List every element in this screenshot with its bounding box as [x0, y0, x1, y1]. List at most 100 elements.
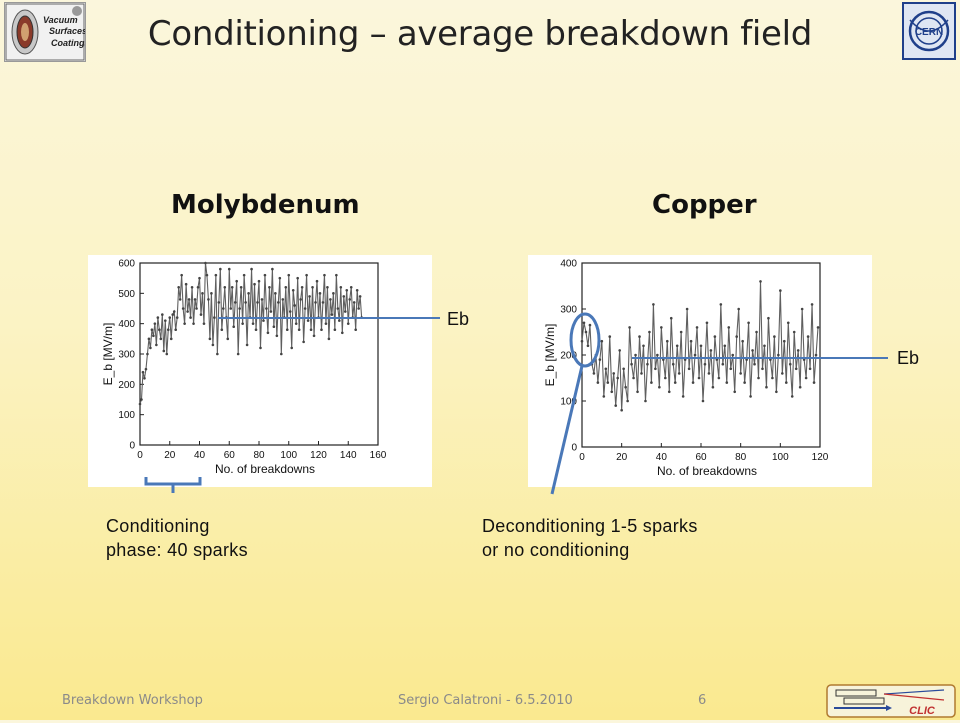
- deconditioning-note-line-2: or no conditioning: [482, 540, 630, 560]
- molybdenum-data-point: [161, 313, 164, 316]
- copper-data-point: [739, 372, 742, 375]
- copper-data-point: [775, 390, 778, 394]
- molybdenum-data-point: [153, 322, 157, 325]
- molybdenum-y-tick-label: 500: [118, 289, 135, 300]
- molybdenum-data-point: [326, 285, 329, 289]
- copper-x-tick-label: 40: [656, 452, 668, 463]
- cern-logo-graphic: CERN: [902, 2, 956, 60]
- cern-logo: CERN: [902, 2, 956, 60]
- molybdenum-data-point: [168, 316, 172, 319]
- copper-data-point: [784, 381, 788, 384]
- copper-data-point: [781, 372, 784, 375]
- molybdenum-y-axis-label: E_b [MV/m]: [101, 323, 115, 386]
- copper-data-point: [802, 358, 806, 361]
- copper-data-point: [656, 353, 659, 357]
- copper-data-point: [769, 358, 772, 361]
- molybdenum-data-point: [178, 298, 182, 301]
- copper-data-point: [669, 316, 673, 320]
- copper-data-point: [798, 385, 802, 389]
- molybdenum-data-point: [280, 352, 283, 356]
- copper-data-point: [592, 372, 596, 375]
- molybdenum-data-point: [189, 316, 192, 319]
- copper-data-point: [667, 390, 671, 394]
- copper-data-point: [616, 376, 619, 380]
- copper-data-point: [755, 330, 758, 334]
- copper-chart-panel: 0 20 40 60 80 100 120 0 100 200 300 400 No. of break…: [528, 255, 872, 487]
- molybdenum-data-point: [193, 298, 197, 301]
- copper-data-point: [664, 376, 667, 380]
- molybdenum-data-point: [285, 328, 289, 332]
- molybdenum-chart: 0 20 40 60 80 100 120 140 160 0 100 200 300 400 500 600…: [101, 259, 387, 477]
- copper-data-point: [771, 376, 774, 380]
- molybdenum-data-point: [140, 398, 143, 401]
- molybdenum-data-point: [152, 334, 155, 338]
- copper-data-point: [608, 335, 612, 338]
- molybdenum-data-point: [278, 276, 282, 280]
- copper-data-point: [723, 344, 727, 348]
- molybdenum-data-point: [143, 376, 146, 380]
- molybdenum-data-point: [158, 328, 161, 332]
- copper-data-point: [626, 399, 629, 403]
- copper-data-point: [733, 390, 737, 394]
- molybdenum-x-tick-label: 0: [137, 450, 143, 461]
- molybdenum-data-point: [210, 292, 213, 295]
- molybdenum-data-point: [330, 313, 334, 316]
- cern-logo-text: CERN: [915, 27, 943, 38]
- molybdenum-x-tick-label: 20: [164, 450, 176, 461]
- copper-data-point: [788, 362, 792, 366]
- molybdenum-data-point: [315, 279, 319, 283]
- copper-x-tick-label: 120: [812, 452, 829, 463]
- molybdenum-data-point: [217, 301, 221, 304]
- copper-data-point: [810, 303, 814, 306]
- copper-data-point: [640, 372, 643, 375]
- molybdenum-data-point: [266, 331, 270, 335]
- molybdenum-data-point: [294, 322, 298, 325]
- molybdenum-data-point: [260, 298, 264, 301]
- molybdenum-data-point: [296, 276, 299, 280]
- molybdenum-data-point: [235, 279, 238, 283]
- molybdenum-data-point: [299, 298, 302, 301]
- molybdenum-data-point: [166, 328, 170, 332]
- slide-title: Conditioning – average breakdown field: [147, 14, 813, 54]
- molybdenum-data-point: [207, 298, 210, 301]
- clic-logo-graphic: CLIC: [826, 684, 956, 718]
- molybdenum-data-point: [259, 346, 262, 350]
- copper-data-point: [816, 326, 820, 329]
- copper-data-point: [763, 344, 766, 348]
- copper-data-point: [689, 339, 693, 343]
- molybdenum-data-point: [269, 310, 273, 313]
- molybdenum-data-point: [216, 352, 219, 356]
- copper-data-point: [586, 344, 590, 348]
- heading-molybdenum: Molybdenum: [171, 190, 360, 220]
- copper-data-point: [745, 358, 748, 361]
- copper-data-point: [662, 358, 665, 361]
- copper-data-point: [729, 367, 733, 371]
- molybdenum-data-point: [275, 334, 279, 338]
- vsc-logo-text-3: Coatings: [51, 38, 85, 48]
- molybdenum-data-point: [321, 301, 325, 304]
- molybdenum-data-point: [198, 276, 201, 280]
- molybdenum-data-point: [159, 337, 163, 341]
- molybdenum-data-point: [351, 316, 355, 319]
- copper-data-point: [580, 339, 584, 343]
- copper-data-point: [612, 372, 616, 375]
- molybdenum-y-tick-label: 100: [118, 410, 135, 421]
- molybdenum-data-point: [192, 322, 195, 325]
- copper-chart: 0 20 40 60 80 100 120 0 100 200 300 400 No. of break…: [543, 259, 829, 479]
- copper-data-point: [628, 326, 631, 329]
- footer-center: Sergio Calatroni - 6.5.2010: [398, 693, 573, 708]
- copper-y-axis-label: E_b [MV/m]: [543, 324, 557, 387]
- molybdenum-data-point: [303, 307, 307, 310]
- molybdenum-series-line: [139, 262, 363, 405]
- deconditioning-note: Deconditioning 1-5 sparks or no conditio…: [482, 514, 698, 562]
- molybdenum-data-point: [165, 352, 169, 356]
- copper-data-point: [634, 353, 637, 357]
- copper-data-point: [721, 362, 725, 366]
- molybdenum-data-point: [253, 282, 256, 286]
- copper-data-point: [618, 349, 621, 352]
- vsc-logo-text-1: Vacuum: [43, 15, 78, 25]
- molybdenum-data-point: [254, 328, 258, 332]
- molybdenum-data-point: [339, 285, 343, 289]
- copper-data-point: [622, 367, 625, 371]
- copper-data-point: [671, 362, 675, 366]
